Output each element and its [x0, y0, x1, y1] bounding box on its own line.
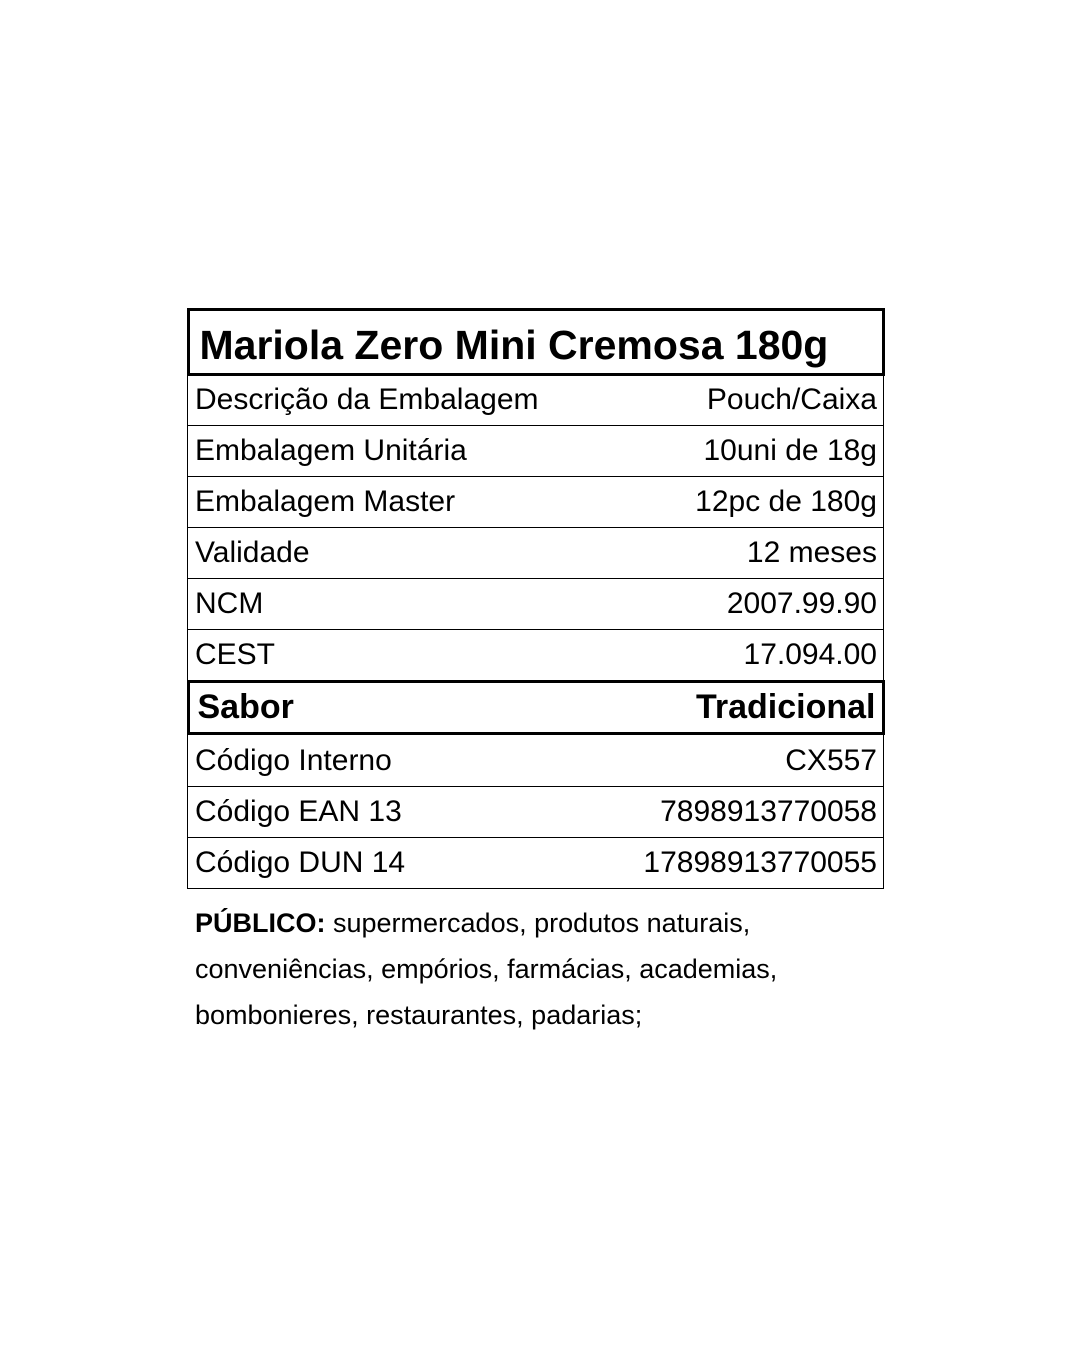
row-value: CX557	[785, 743, 877, 777]
row-value: 12 meses	[746, 536, 877, 569]
row-label: Validade	[195, 536, 310, 569]
audience-label: PÚBLICO:	[195, 908, 326, 938]
row-label: NCM	[195, 587, 264, 620]
table-row: Embalagem Unitária 10uni de 18g	[188, 425, 883, 476]
table-row: Embalagem Master 12pc de 180g	[188, 476, 883, 527]
table-row: NCM 2007.99.90	[188, 578, 883, 629]
row-value: 2007.99.90	[726, 587, 877, 620]
row-value: 12pc de 180g	[695, 485, 877, 518]
row-label: Código Interno	[195, 743, 392, 777]
product-spec-table: Mariola Zero Mini Cremosa 180g Descrição…	[186, 307, 885, 889]
row-value: 10uni de 18g	[703, 434, 878, 467]
row-value: 17898913770055	[643, 846, 877, 879]
row-label: Código DUN 14	[195, 846, 406, 879]
audience-text: supermercados, produtos naturais, conven…	[195, 908, 778, 1030]
row-label: CEST	[195, 638, 276, 671]
table-row: Código EAN 13 7898913770058	[188, 786, 883, 837]
audience-paragraph: PÚBLICO: supermercados, produtos naturai…	[195, 900, 875, 1038]
table-row: CEST 17.094.00	[188, 629, 883, 680]
row-label: Embalagem Master	[195, 485, 456, 518]
product-title: Mariola Zero Mini Cremosa 180g	[186, 307, 885, 376]
row-value: Pouch/Caixa	[706, 383, 877, 416]
table-row: Código Interno CX557	[188, 735, 883, 786]
table-row: Código DUN 14 17898913770055	[188, 837, 883, 888]
flavor-label: Sabor	[197, 688, 294, 726]
row-label: Descrição da Embalagem	[195, 383, 539, 416]
flavor-value: Tradicional	[696, 688, 876, 726]
table-row: Descrição da Embalagem Pouch/Caixa	[188, 374, 883, 425]
row-value: 17.094.00	[743, 638, 877, 671]
row-label: Embalagem Unitária	[195, 434, 467, 467]
flavor-row: Sabor Tradicional	[186, 680, 885, 735]
row-value: 7898913770058	[660, 795, 877, 828]
table-row: Validade 12 meses	[188, 527, 883, 578]
row-label: Código EAN 13	[195, 795, 402, 828]
